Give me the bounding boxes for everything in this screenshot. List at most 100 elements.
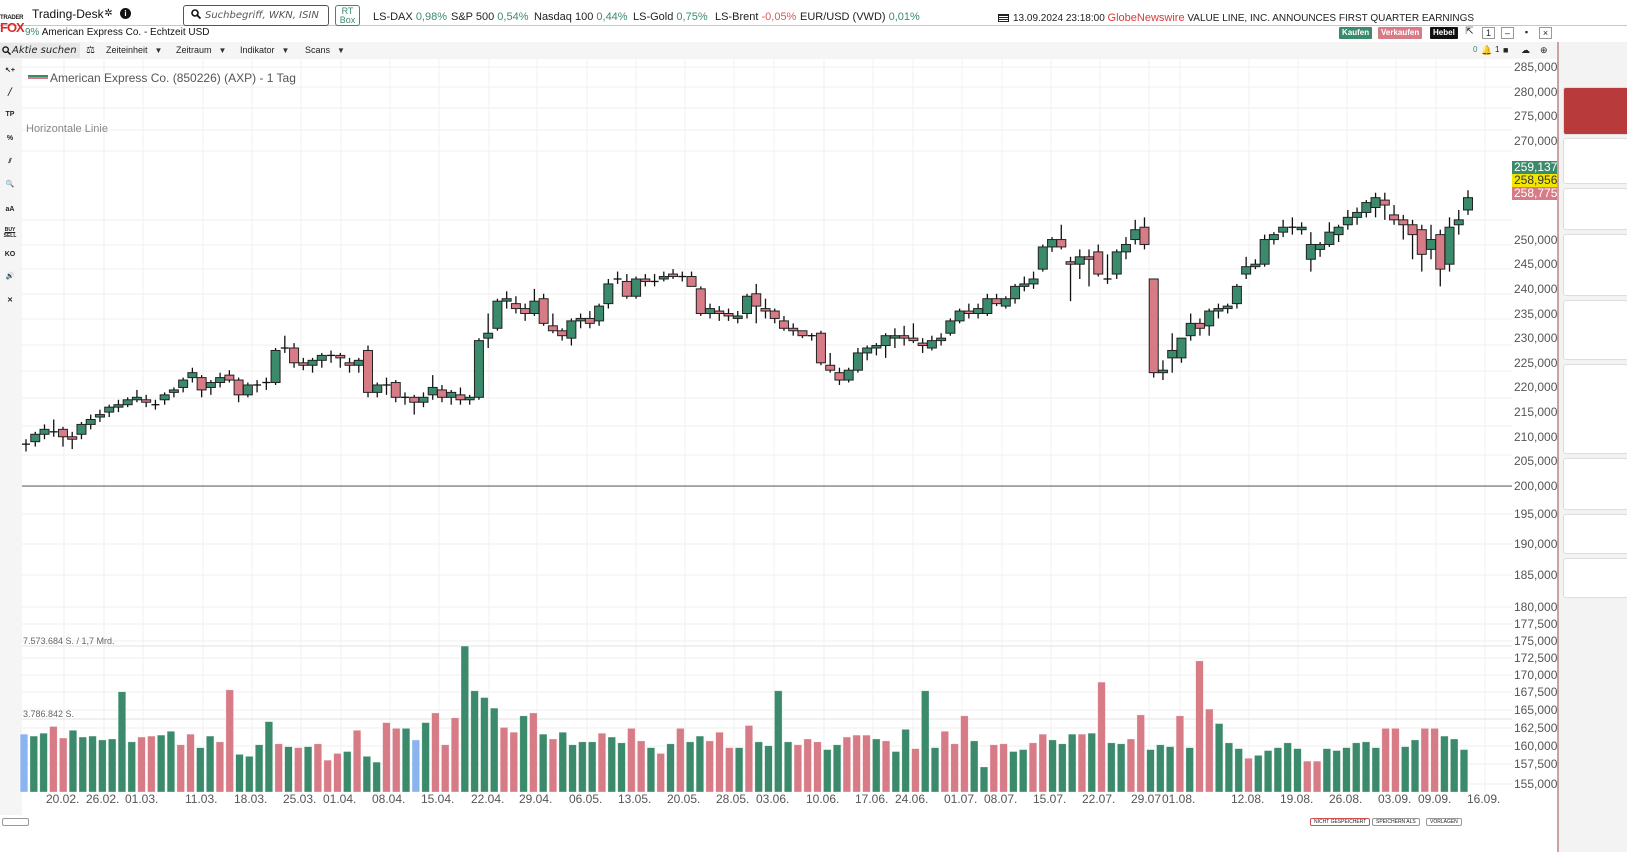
trash-icon[interactable]: ▪ [1520, 27, 1533, 39]
tp-tool-icon[interactable]: TP [5, 111, 15, 118]
side-card[interactable] [1563, 458, 1627, 510]
side-card[interactable] [1563, 234, 1627, 296]
ko-tool-icon[interactable]: KO [4, 251, 16, 258]
side-card[interactable] [1563, 87, 1627, 135]
global-search[interactable] [183, 5, 329, 26]
y-axis-label: 172,500 [1514, 651, 1557, 665]
cursor-crosshair-tool-icon[interactable]: ↖+ [5, 67, 15, 74]
tradersfox-logo: TRADER FOX [0, 15, 25, 35]
compare-icon[interactable]: ⚖ [86, 45, 95, 56]
y-axis-label: 285,000 [1514, 60, 1557, 74]
y-axis-label: 240,000 [1514, 281, 1557, 296]
stock-search-button[interactable]: Aktie suchen [0, 43, 80, 58]
y-axis-label: 200,000 [1514, 479, 1557, 494]
share-icon[interactable]: ⇱ [1463, 27, 1476, 39]
y-axis-label: 175,000 [1514, 634, 1557, 648]
zoom-tool-icon[interactable]: 🔍 [5, 181, 15, 188]
x-axis-label: 20.05. [667, 792, 701, 806]
y-axis-label: 230,000 [1514, 331, 1557, 346]
x-axis-label: 25.03. [283, 792, 317, 806]
x-axis-label: 01.03. [125, 792, 159, 806]
menu-zeiteinheit[interactable]: Zeiteinheit ▼ [106, 45, 163, 55]
side-card[interactable] [1563, 188, 1627, 230]
minimize-icon[interactable]: – [1501, 27, 1514, 39]
sell-button[interactable]: Verkaufen [1378, 27, 1423, 39]
x-axis-label: 09.09. [1418, 792, 1452, 806]
x-axis-label: 08.04. [372, 792, 406, 806]
y-axis-label: 280,000 [1514, 84, 1557, 99]
ticker-ls-gold[interactable]: LS-Gold 0,75% [633, 11, 708, 23]
folder-icon[interactable]: ■ [1503, 45, 1509, 55]
ticker-ls-brent[interactable]: LS-Brent -0,05% [715, 11, 797, 23]
bottom-button-vorlagen[interactable]: VORLAGEN [1426, 818, 1462, 826]
ticker-s-p-500[interactable]: S&P 500 0,54% [451, 11, 529, 23]
search-icon [191, 9, 201, 19]
x-axis-label: 29.07 [1131, 792, 1162, 806]
side-card[interactable] [1563, 364, 1627, 454]
close-icon[interactable]: × [1539, 27, 1552, 39]
side-card[interactable] [1563, 138, 1627, 184]
bottom-button-nicht-gespeichert[interactable]: NICHT GESPEICHERT [1310, 818, 1371, 826]
side-card[interactable] [1563, 300, 1627, 360]
y-axis-label: 210,000 [1514, 429, 1557, 444]
menu-scans[interactable]: Scans ▼ [305, 45, 345, 55]
bottom-button-speichern-als[interactable]: SPEICHERN ALS [1372, 818, 1420, 826]
volume-max-label: 7.573.684 S. / 1,7 Mrd. [23, 636, 115, 646]
menu-indikator[interactable]: Indikator ▼ [240, 45, 290, 55]
trendline-tool-icon[interactable]: ╱ [7, 89, 13, 96]
newspaper-icon [998, 14, 1009, 22]
y-axis-label: 170,000 [1514, 668, 1557, 682]
add-circle-icon[interactable]: ⊕ [1540, 45, 1548, 55]
global-search-input[interactable] [205, 8, 323, 23]
dropdown-arrow-icon: ▼ [281, 46, 290, 55]
cloud-upload-icon[interactable]: ☁ [1521, 45, 1530, 55]
ticker-ls-dax[interactable]: LS-DAX 0,98% [373, 11, 448, 23]
price-axis[interactable]: 155,000 157,500 160,000 162,500 165,000 167,5… [1512, 59, 1557, 821]
y-axis-label: 225,000 [1514, 355, 1557, 370]
x-axis-label: 15.04. [421, 792, 455, 806]
buy-button[interactable]: Kaufen [1339, 27, 1373, 39]
alerts-count: 0 [1473, 45, 1478, 54]
channel-tool-icon[interactable]: ⫽ [8, 158, 12, 165]
bottom-bar [0, 815, 1557, 852]
delete-tool-icon[interactable]: ✕ [7, 297, 13, 304]
ticker-nasdaq-100[interactable]: Nasdaq 100 0,44% [534, 11, 628, 23]
side-card[interactable] [1563, 558, 1627, 598]
x-axis-label: 01.07. [944, 792, 978, 806]
last-price-tag: 258,956 [1512, 174, 1557, 187]
bell-icon[interactable]: 🔔 [1481, 45, 1493, 55]
ticker-eur-usd-vwd-[interactable]: EUR/USD (VWD) 0,01% [800, 11, 920, 23]
price-chart[interactable] [0, 0, 1512, 821]
x-axis-label: 18.03. [234, 792, 268, 806]
search-icon [2, 46, 11, 55]
percent-tool-icon[interactable]: % [6, 135, 14, 142]
info-icon[interactable]: i [120, 8, 131, 19]
dropdown-arrow-icon: ▼ [337, 46, 345, 55]
menu-zeitraum[interactable]: Zeitraum ▼ [176, 45, 227, 55]
chart-area[interactable] [22, 59, 1512, 821]
x-axis-label: 15.07. [1033, 792, 1067, 806]
help-button[interactable] [2, 818, 30, 826]
gear-icon[interactable]: ✲ [104, 8, 113, 19]
x-axis-label: 17.06. [855, 792, 889, 806]
news-ticker[interactable]: 13.09.2024 23:18:00 GlobeNewswire VALUE … [998, 12, 1474, 24]
text-tool-icon[interactable]: aA [5, 206, 15, 213]
folder-count: 1 [1495, 45, 1500, 54]
x-axis-label: 12.08. [1231, 792, 1265, 806]
x-axis-label: 03.06. [756, 792, 790, 806]
horizontal-line-label: Horizontale Linie [26, 123, 108, 135]
rt-box-button[interactable]: RT Box [335, 5, 360, 26]
x-axis-label: 01.04. [323, 792, 357, 806]
y-axis-label: 215,000 [1514, 405, 1557, 420]
leverage-button[interactable]: Hebel [1430, 27, 1458, 39]
buy-sell-tool-icon[interactable]: BUY SELL [3, 227, 17, 239]
x-axis-label: 19.08. [1280, 792, 1314, 806]
sound-tool-icon[interactable]: 🔊 [5, 273, 15, 280]
x-axis-label: 16.09. [1467, 792, 1501, 806]
y-axis-label: 270,000 [1514, 133, 1557, 148]
x-axis-label: 22.07. [1082, 792, 1116, 806]
chart-title: American Express Co. (850226) (AXP) - 1 … [28, 71, 296, 85]
side-card[interactable] [1563, 514, 1627, 554]
window-count-button[interactable]: 1 [1482, 27, 1495, 39]
